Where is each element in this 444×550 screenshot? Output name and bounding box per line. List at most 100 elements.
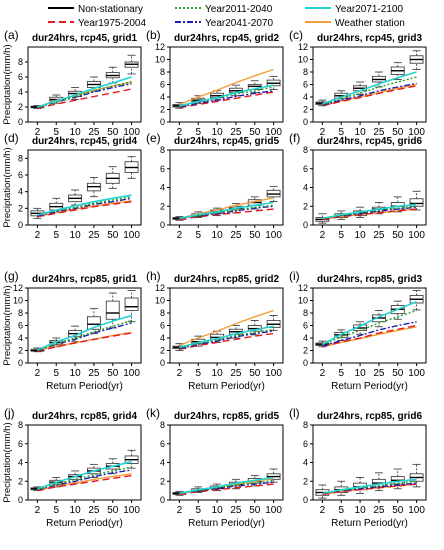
x-tick-label: 2 — [35, 505, 41, 516]
x-tick-label: 5 — [195, 230, 201, 241]
series-line-y2041 — [37, 469, 132, 491]
y-tick-label: 0 — [18, 358, 23, 368]
x-tick-label: 25 — [88, 505, 100, 516]
x-tick-label: 25 — [373, 505, 385, 516]
y-tick-label: 10 — [155, 55, 165, 65]
series-line-y1975 — [322, 483, 417, 496]
series-line-y2011 — [179, 328, 274, 349]
x-tick-label: 100 — [265, 127, 282, 138]
y-tick-label: 6 — [160, 321, 165, 331]
panel-title: dur24hrs, rcp45, grid2 — [174, 33, 279, 44]
box-rp100 — [124, 156, 139, 179]
series-line-y2071 — [37, 194, 132, 216]
series-line-y2071 — [179, 84, 274, 107]
series-line-y1975 — [179, 91, 274, 109]
series-line-y2071 — [37, 76, 132, 108]
x-tick-label: 2 — [177, 127, 183, 138]
x-tick-label: 2 — [320, 505, 326, 516]
box-body — [124, 297, 139, 311]
panel-title: dur24hrs, rcp85, grid5 — [174, 411, 279, 422]
series-line-y2071 — [322, 203, 417, 220]
x-tick-label: 50 — [107, 368, 119, 379]
y-tick-label: 8 — [160, 67, 165, 77]
panel-letter: (k) — [146, 406, 160, 420]
panel-title: dur24hrs, rcp85, grid4 — [32, 411, 137, 422]
panel-letter: (i) — [289, 269, 300, 283]
series-line-y2071 — [179, 476, 274, 495]
series-line-y2041 — [37, 322, 132, 352]
y-tick-label: 2 — [18, 346, 23, 356]
y-tick-label: 6 — [18, 321, 23, 331]
x-tick-label: 5 — [53, 127, 59, 138]
x-tick-label: 100 — [123, 505, 140, 516]
y-tick-label: 2 — [160, 346, 165, 356]
y-tick-label: 12 — [13, 283, 23, 293]
x-tick-label: 5 — [53, 368, 59, 379]
series-line-y2041 — [37, 197, 132, 217]
legend-entry-weather: Weather station — [305, 18, 405, 29]
x-tick-label: 50 — [107, 230, 119, 241]
y-tick-label: 2 — [18, 476, 23, 486]
x-tick-label: 100 — [265, 230, 282, 241]
y-tick-label: 6 — [160, 164, 165, 174]
legend-label: Non-stationary — [78, 4, 143, 15]
box-rp100 — [266, 75, 281, 90]
series-line-y1975 — [37, 88, 132, 110]
y-tick-label: 4 — [18, 333, 23, 343]
y-tick-label: 0 — [303, 220, 308, 230]
x-tick-label: 100 — [408, 230, 425, 241]
series-line-y2071 — [322, 478, 417, 495]
series-line-y2071 — [37, 460, 132, 490]
series-line-y2041 — [322, 321, 417, 347]
series-line-weather — [179, 68, 274, 106]
x-tick-label: 2 — [35, 127, 41, 138]
y-tick-label: 0 — [18, 117, 23, 127]
y-tick-label: 6 — [18, 72, 23, 82]
box-rp100 — [409, 463, 424, 488]
panel-title: dur24hrs, rcp85, grid2 — [174, 274, 279, 285]
y-tick-label: 0 — [18, 495, 23, 505]
series-line-y2041 — [322, 82, 417, 106]
series-line-y2011 — [322, 76, 417, 106]
panel-letter: (d) — [4, 131, 19, 145]
x-tick-label: 100 — [265, 368, 282, 379]
x-tick-label: 50 — [392, 127, 404, 138]
x-tick-label: 2 — [35, 368, 41, 379]
y-tick-label: 8 — [303, 67, 308, 77]
x-tick-label: 2 — [320, 127, 326, 138]
y-axis-label: Preciptation(mm/h) — [2, 422, 13, 502]
y-tick-label: 4 — [160, 183, 165, 193]
box-rp25 — [86, 177, 101, 198]
y-tick-label: 8 — [18, 57, 23, 67]
x-tick-label: 10 — [70, 505, 82, 516]
series-line-y2041 — [179, 90, 274, 108]
plot-frame — [169, 46, 284, 123]
series-line-y1975 — [322, 208, 417, 221]
legend-entry-nonstationary: Non-stationary — [48, 4, 143, 15]
y-tick-label: 6 — [303, 321, 308, 331]
y-tick-label: 6 — [18, 170, 23, 180]
legend-entry-y2071: Year2071-2100 — [305, 4, 403, 15]
x-tick-label: 25 — [373, 230, 385, 241]
series-line-y2071 — [322, 301, 417, 346]
x-axis-label: Return Period(yr) — [46, 518, 123, 529]
box-rp100 — [409, 50, 424, 70]
panel-title: dur24hrs, rcp45, grid1 — [32, 33, 137, 44]
y-tick-label: 4 — [160, 92, 165, 102]
panel-title: dur24hrs, rcp45, grid6 — [317, 136, 422, 147]
y-tick-label: 4 — [18, 87, 23, 97]
x-tick-label: 10 — [355, 368, 367, 379]
x-tick-label: 10 — [355, 505, 367, 516]
series-line-y1975 — [322, 85, 417, 107]
legend: Non-stationary Year1975-2004 Year2011-2040… — [48, 4, 405, 29]
x-axis-label: Return Period(yr) — [188, 518, 265, 529]
box-rp25 — [371, 71, 386, 88]
x-tick-label: 25 — [230, 505, 242, 516]
series-line-weather — [37, 473, 132, 492]
x-tick-label: 50 — [392, 505, 404, 516]
y-tick-label: 2 — [303, 201, 308, 211]
x-tick-label: 10 — [212, 230, 224, 241]
